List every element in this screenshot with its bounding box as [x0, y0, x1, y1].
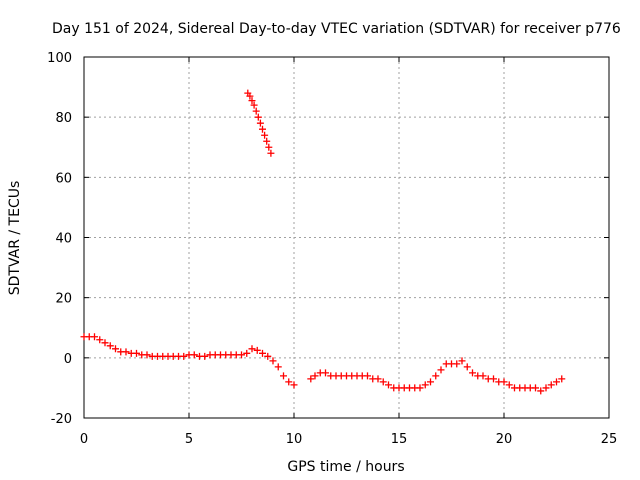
x-tick-label: 0 [80, 432, 88, 447]
data-point [553, 378, 560, 386]
data-point [558, 375, 566, 383]
x-axis-label: GPS time / hours [287, 459, 404, 475]
y-tick-label: 40 [55, 232, 72, 247]
data-point [269, 357, 277, 365]
data-point [264, 352, 272, 360]
data-point [259, 349, 266, 357]
data-point [427, 378, 434, 386]
data-point [256, 119, 264, 127]
y-tick-label: 0 [64, 352, 72, 367]
y-tick-label: 100 [47, 51, 72, 66]
data-point [453, 360, 461, 368]
data-point [180, 352, 188, 360]
data-point [253, 346, 261, 354]
data-point [500, 378, 508, 386]
data-point [537, 387, 545, 395]
data-point [143, 351, 151, 359]
grid [84, 57, 609, 418]
data-point [267, 149, 275, 157]
data-point [265, 143, 273, 151]
data-point [479, 372, 487, 380]
data-point [421, 381, 429, 389]
y-tick-label: 60 [55, 171, 72, 186]
data-point [432, 372, 440, 380]
data-point [243, 349, 251, 357]
data-point [96, 336, 104, 344]
y-tick-label: -20 [51, 412, 72, 427]
series-main [80, 333, 298, 389]
axis-ticks: 0 5 10 15 20 25 -20 0 20 40 60 80 100 [47, 51, 617, 447]
data-point [505, 381, 513, 389]
data-points [80, 89, 566, 395]
data-point [133, 349, 140, 357]
x-tick-label: 10 [286, 432, 303, 447]
data-point [364, 372, 371, 380]
series-later [307, 357, 566, 395]
data-point [201, 352, 209, 360]
data-point [322, 369, 329, 377]
chart-title: Day 151 of 2024, Sidereal Day-to-day VTE… [52, 21, 621, 37]
series-arc [244, 89, 275, 157]
data-point [547, 381, 555, 389]
data-point [106, 342, 114, 350]
data-point [101, 339, 109, 347]
data-point [122, 348, 130, 356]
data-point [259, 125, 266, 133]
data-point [374, 375, 382, 383]
data-point [246, 92, 254, 100]
data-point [307, 375, 315, 383]
data-point [311, 372, 319, 380]
x-tick-label: 5 [185, 432, 193, 447]
data-point [91, 333, 98, 341]
data-point [112, 345, 119, 353]
data-point [416, 384, 424, 392]
data-point [379, 378, 387, 386]
x-tick-label: 25 [601, 432, 618, 447]
data-point [458, 357, 466, 365]
y-axis-label: SDTVAR / TECUs [7, 181, 23, 296]
data-point [190, 351, 198, 359]
data-point [463, 363, 471, 371]
x-tick-label: 15 [391, 432, 408, 447]
data-point [490, 375, 497, 383]
data-point [261, 131, 269, 139]
data-point [469, 369, 476, 377]
data-point [532, 384, 539, 392]
data-point [248, 345, 256, 353]
data-point [542, 384, 550, 392]
data-point [280, 372, 287, 380]
data-point [252, 107, 260, 115]
data-point [437, 366, 445, 374]
data-point [263, 137, 271, 145]
data-point [285, 378, 293, 386]
data-point [385, 381, 392, 389]
data-point [248, 97, 256, 105]
data-point [254, 113, 262, 121]
data-point [274, 363, 282, 371]
data-point [238, 351, 245, 359]
data-point [290, 381, 298, 389]
y-tick-label: 80 [55, 111, 72, 126]
y-tick-label: 20 [55, 292, 72, 307]
x-tick-label: 20 [496, 432, 513, 447]
data-point [250, 101, 258, 109]
